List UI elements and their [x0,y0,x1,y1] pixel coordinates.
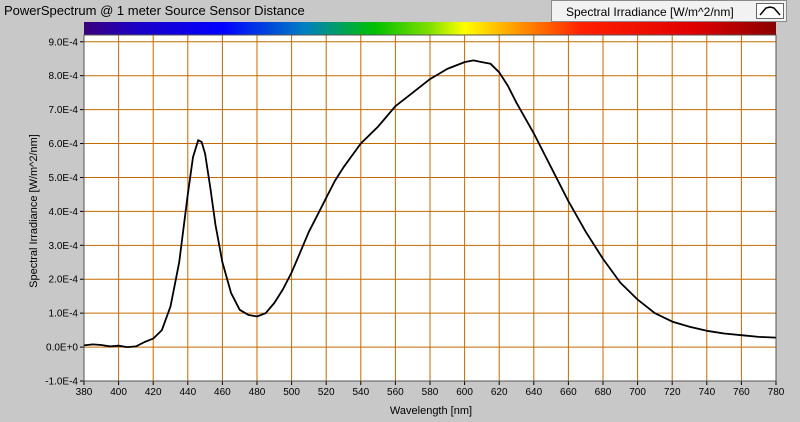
x-tick-label: 500 [283,387,300,398]
x-tick-label: 580 [422,387,439,398]
x-tick-label: 640 [525,387,542,398]
x-tick-label: 720 [664,387,681,398]
x-axis-label: Wavelength [nm] [389,405,473,417]
y-tick-label: -1.0E-4 [45,377,78,388]
x-tick-label: 560 [387,387,404,398]
y-tick-label: 5.0E-4 [49,173,79,184]
x-tick-label: 520 [318,387,335,398]
y-tick-label: 0.0E+0 [46,343,78,354]
x-tick-label: 760 [733,387,750,398]
y-tick-label: 4.0E-4 [49,207,79,218]
x-tick-label: 600 [456,387,473,398]
spectrum-bar [84,22,776,35]
legend[interactable]: Spectral Irradiance [W/m^2/nm] [551,0,787,22]
x-tick-label: 380 [76,387,93,398]
x-tick-label: 620 [491,387,508,398]
y-tick-label: 8.0E-4 [49,71,79,82]
series-line [83,59,777,349]
chart-title: PowerSpectrum @ 1 meter Source Sensor Di… [4,3,305,18]
x-tick-label: 460 [214,387,231,398]
y-tick-label: 3.0E-4 [49,241,79,252]
x-tick-label: 480 [249,387,266,398]
y-tick-label: 7.0E-4 [49,105,79,116]
y-axis-label: Spectral Irradiance [W/m^2/nm] [28,134,40,288]
legend-line-icon[interactable] [756,3,784,19]
x-tick-label: 780 [768,387,785,398]
x-tick-label: 420 [145,387,162,398]
legend-label: Spectral Irradiance [W/m^2/nm] [566,5,734,19]
plot-border [83,34,777,382]
y-tick-label: 6.0E-4 [49,139,79,150]
y-tick-label: 1.0E-4 [49,309,79,320]
x-tick-label: 540 [352,387,369,398]
y-tick-label: 2.0E-4 [49,275,79,286]
x-tick-label: 740 [698,387,715,398]
x-tick-label: 660 [560,387,577,398]
y-tick-label: 9.0E-4 [49,37,79,48]
x-tick-label: 700 [629,387,646,398]
x-tick-label: 440 [179,387,196,398]
x-tick-label: 680 [595,387,612,398]
x-tick-label: 400 [110,387,127,398]
